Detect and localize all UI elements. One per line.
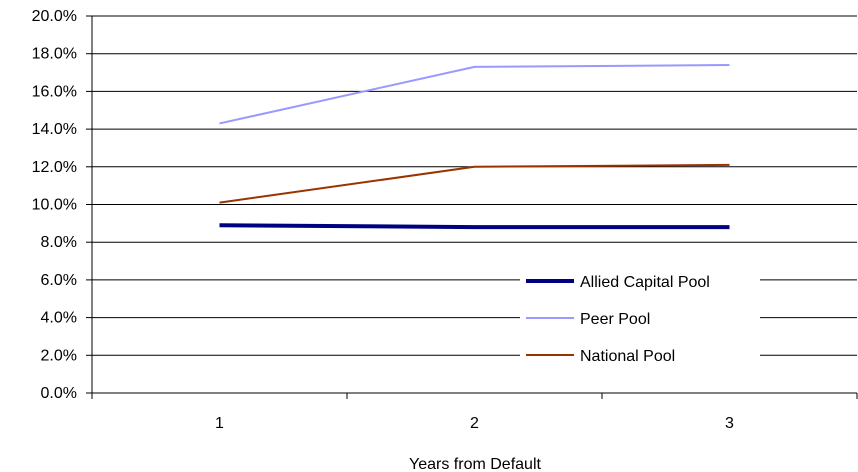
- series-line-national-pool: [219, 163, 730, 204]
- legend-label: Peer Pool: [580, 311, 650, 328]
- y-tick-label: 4.0%: [41, 310, 77, 327]
- series-line-allied-capital-pool: [219, 223, 730, 230]
- x-axis-tick-labels: 1 2 3: [215, 415, 734, 432]
- y-tick-label: 20.0%: [32, 8, 77, 25]
- y-tick-label: 8.0%: [41, 234, 77, 251]
- legend-label: National Pool: [580, 348, 675, 365]
- legend: Allied Capital Pool Peer Pool National Poo…: [520, 264, 760, 376]
- axes: [86, 15, 858, 399]
- x-tick-label: 3: [725, 415, 734, 432]
- x-axis-label: Years from Default: [409, 456, 541, 472]
- y-tick-label: 14.0%: [32, 121, 77, 138]
- y-tick-label: 18.0%: [32, 46, 77, 63]
- y-axis-tick-labels: 0.0% 2.0% 4.0% 6.0% 8.0% 10.0% 12.0% 14.0% 16.0%…: [32, 8, 77, 402]
- legend-label: Allied Capital Pool: [580, 274, 710, 291]
- y-tick-label: 12.0%: [32, 159, 77, 176]
- y-tick-label: 0.0%: [41, 385, 77, 402]
- y-tick-label: 2.0%: [41, 347, 77, 364]
- y-tick-label: 6.0%: [41, 272, 77, 289]
- series-lines: [219, 64, 730, 230]
- x-tick-label: 1: [215, 415, 224, 432]
- y-tick-label: 10.0%: [32, 197, 77, 214]
- x-tick-label: 2: [470, 415, 479, 432]
- series-line-peer-pool: [219, 64, 730, 125]
- y-tick-label: 16.0%: [32, 83, 77, 100]
